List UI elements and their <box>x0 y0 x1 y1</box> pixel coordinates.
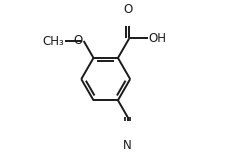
Text: OH: OH <box>147 32 166 45</box>
Text: N: N <box>123 139 131 152</box>
Text: CH₃: CH₃ <box>42 34 64 48</box>
Text: O: O <box>123 3 132 16</box>
Text: O: O <box>73 34 82 47</box>
